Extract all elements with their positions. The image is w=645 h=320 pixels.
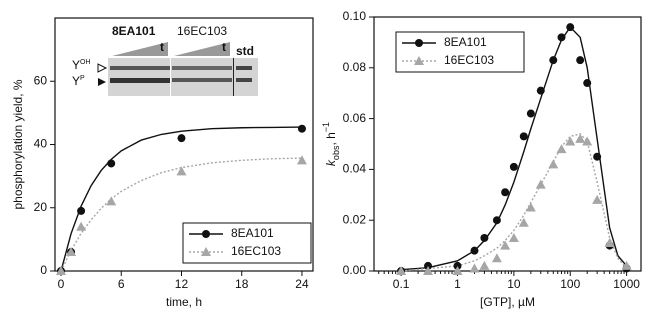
- y-tick-label: 0.04: [343, 162, 367, 176]
- marker: [470, 247, 478, 255]
- x-tick-label: 12: [175, 277, 189, 291]
- marker: [77, 207, 85, 215]
- y-axis-label-sup: −1: [321, 122, 331, 132]
- x-tick-label: 100: [560, 277, 580, 291]
- inset-label: 16EC103: [177, 24, 227, 38]
- marker: [479, 261, 489, 270]
- legend-label: 8EA101: [444, 35, 487, 49]
- marker: [576, 56, 584, 64]
- arrow-filled: [98, 78, 106, 86]
- marker: [510, 163, 518, 171]
- marker: [500, 241, 510, 250]
- marker: [519, 218, 529, 227]
- y-tick-label: 0.02: [343, 212, 367, 226]
- figure: 0 6 12 18 24 0 20 40 60 time, h phosphorylation yi…: [0, 0, 645, 320]
- x-tick-label: 1: [454, 277, 461, 291]
- marker: [536, 180, 546, 189]
- marker: [177, 134, 185, 142]
- y-tick-label: 60: [34, 73, 48, 87]
- y-tick-label: 0.00: [343, 263, 367, 277]
- y-tick-label: 20: [34, 200, 48, 214]
- marker: [469, 263, 479, 272]
- marker: [297, 155, 307, 164]
- gel: [108, 58, 258, 96]
- gel-band: [172, 78, 232, 82]
- band-label-main: Y: [72, 58, 80, 72]
- chart-1: 0.1 1 10 100 1000 0.00 0.02 0.04 0.06 0.08 0.10 [GT…: [321, 9, 641, 309]
- x-axis-label: [GTP], µM: [480, 295, 535, 309]
- marker: [509, 233, 519, 242]
- inset-std: std: [236, 44, 254, 58]
- y-tick-label: 40: [34, 137, 48, 151]
- x-tick-label: 0: [58, 277, 65, 291]
- y-axis-label: phosphorylation yield, %: [11, 79, 25, 209]
- band-label-main: Y: [72, 74, 80, 88]
- legend-label: 16EC103: [444, 53, 494, 67]
- gel-band: [236, 66, 252, 70]
- y-axis-label-sub: obs: [331, 145, 341, 160]
- marker: [492, 253, 502, 262]
- y-tick-label: 0.06: [343, 111, 367, 125]
- legend-marker: [202, 230, 210, 238]
- legend-marker: [415, 39, 423, 47]
- band-label: YP: [72, 74, 85, 88]
- gel-band: [110, 66, 170, 70]
- legend-label: 8EA101: [231, 226, 274, 240]
- marker: [557, 144, 567, 153]
- marker: [537, 87, 545, 95]
- marker: [526, 203, 536, 212]
- marker: [107, 159, 115, 167]
- legend-label: 16EC103: [231, 244, 281, 258]
- y-tick-label: 0: [40, 263, 47, 277]
- gel-inset: [98, 42, 258, 96]
- inset-label: 8EA101: [112, 24, 156, 38]
- gel-band: [236, 78, 252, 82]
- x-axis-label: time, h: [166, 295, 202, 309]
- band-label-sup: P: [80, 75, 85, 82]
- y-tick-label: 0.10: [343, 9, 367, 23]
- marker: [566, 23, 574, 31]
- marker: [593, 153, 601, 161]
- y-tick-label: 0.08: [343, 60, 367, 74]
- marker: [298, 125, 306, 133]
- x-tick-label: 1000: [613, 277, 640, 291]
- gel-band: [172, 66, 232, 70]
- y-axis-label-rest: , h: [324, 132, 338, 145]
- x-tick-label: 18: [235, 277, 249, 291]
- marker: [76, 222, 86, 231]
- marker: [106, 196, 116, 205]
- band-label-sup: OH: [80, 59, 91, 66]
- inset-time: t: [160, 40, 164, 54]
- y-axis-label: kobs, h−1: [321, 122, 341, 166]
- x-tick-label: 24: [295, 277, 309, 291]
- x-tick-label: 10: [507, 277, 521, 291]
- arrow-open: [98, 64, 106, 72]
- marker: [558, 33, 566, 41]
- band-label: YOH: [72, 58, 91, 72]
- marker: [548, 159, 558, 168]
- marker: [583, 79, 591, 87]
- x-tick-label: 6: [118, 277, 125, 291]
- marker: [501, 188, 509, 196]
- marker: [527, 110, 535, 118]
- x-tick-label: 0.1: [393, 277, 410, 291]
- marker: [520, 132, 528, 140]
- marker: [480, 234, 488, 242]
- marker: [493, 216, 501, 224]
- marker: [549, 56, 557, 64]
- inset-time: t: [222, 40, 226, 54]
- fit-curve: [401, 134, 626, 271]
- page: 0 6 12 18 24 0 20 40 60 time, h phosphorylation yi…: [0, 0, 645, 320]
- marker: [592, 195, 602, 204]
- gel-band: [110, 78, 170, 83]
